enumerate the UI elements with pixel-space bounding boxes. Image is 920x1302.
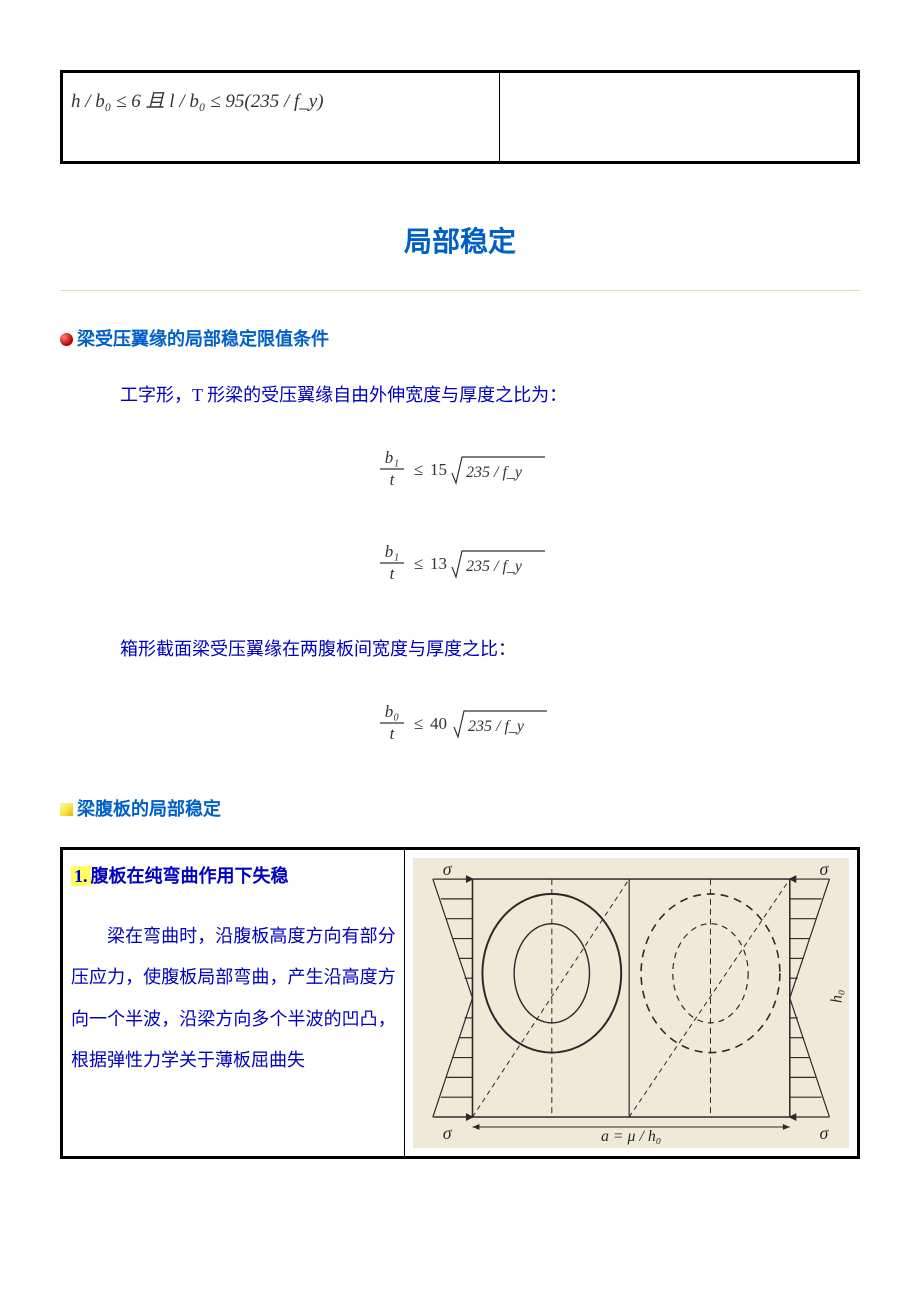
section1-para1: 工字形，T 形梁的受压翼缘自由外伸宽度与厚度之比为： — [120, 377, 860, 413]
section1-para2: 箱形截面梁受压翼缘在两腹板间宽度与厚度之比： — [120, 631, 860, 667]
svg-text:σ: σ — [819, 1123, 829, 1143]
svg-text:h₀: h₀ — [828, 990, 845, 1003]
svg-text:235 / f_y: 235 / f_y — [468, 718, 525, 735]
svg-text:13: 13 — [430, 554, 447, 573]
svg-text:b₁: b₁ — [385, 542, 399, 561]
formula-2: b₁ t ≤ 13 235 / f_y — [60, 537, 860, 601]
svg-text:b₁: b₁ — [385, 448, 399, 467]
yellow-bullet-icon — [60, 803, 73, 816]
svg-text:≤: ≤ — [414, 460, 423, 479]
svg-text:t: t — [390, 564, 396, 583]
svg-text:235 / f_y: 235 / f_y — [466, 464, 523, 481]
red-bullet-icon — [60, 333, 73, 346]
svg-text:40: 40 — [430, 714, 447, 733]
svg-text:t: t — [390, 724, 396, 743]
top-formula-table: h / b₀ ≤ 6 且 l / b₀ ≤ 95(235 / f_y) — [60, 70, 860, 164]
top-formula-text: h / b₀ ≤ 6 且 l / b₀ ≤ 95(235 / f_y) — [71, 91, 324, 112]
section2-item-body: 梁在弯曲时，沿腹板高度方向有部分压应力，使腹板局部弯曲，产生沿高度方向一个半波，… — [71, 916, 396, 1082]
svg-text:≤: ≤ — [414, 714, 423, 733]
section2-table: 1.腹板在纯弯曲作用下失稳 梁在弯曲时，沿腹板高度方向有部分压应力，使腹板局部弯… — [60, 847, 860, 1159]
svg-text:a = μ / h₀: a = μ / h₀ — [601, 1128, 661, 1145]
buckling-diagram: σ σ σ σ h₀ a = μ / h₀ — [413, 858, 849, 1148]
svg-text:b₀: b₀ — [385, 702, 400, 721]
section2-heading-row: 梁腹板的局部稳定 — [60, 791, 860, 827]
section2-heading: 梁腹板的局部稳定 — [77, 791, 221, 827]
section1-heading: 梁受压翼缘的局部稳定限值条件 — [77, 321, 329, 357]
title-divider — [60, 290, 860, 291]
svg-text:15: 15 — [430, 460, 447, 479]
main-title: 局部稳定 — [60, 214, 860, 270]
svg-text:t: t — [390, 470, 396, 489]
svg-text:235 / f_y: 235 / f_y — [466, 558, 523, 575]
section2-item-title: 腹板在纯弯曲作用下失稳 — [91, 866, 289, 886]
formula-3: b₀ t ≤ 40 235 / f_y — [60, 697, 860, 761]
svg-text:σ: σ — [442, 1123, 452, 1143]
formula-1: b₁ t ≤ 15 235 / f_y — [60, 443, 860, 507]
svg-text:σ: σ — [442, 859, 452, 879]
section2-figure-cell: σ σ σ σ h₀ a = μ / h₀ — [404, 849, 858, 1158]
top-formula-empty-cell — [500, 72, 859, 163]
svg-text:≤: ≤ — [414, 554, 423, 573]
section2-text-cell: 1.腹板在纯弯曲作用下失稳 梁在弯曲时，沿腹板高度方向有部分压应力，使腹板局部弯… — [62, 849, 405, 1158]
section2-item-number: 1. — [71, 866, 91, 886]
svg-text:σ: σ — [819, 859, 829, 879]
section1-heading-row: 梁受压翼缘的局部稳定限值条件 — [60, 321, 860, 357]
